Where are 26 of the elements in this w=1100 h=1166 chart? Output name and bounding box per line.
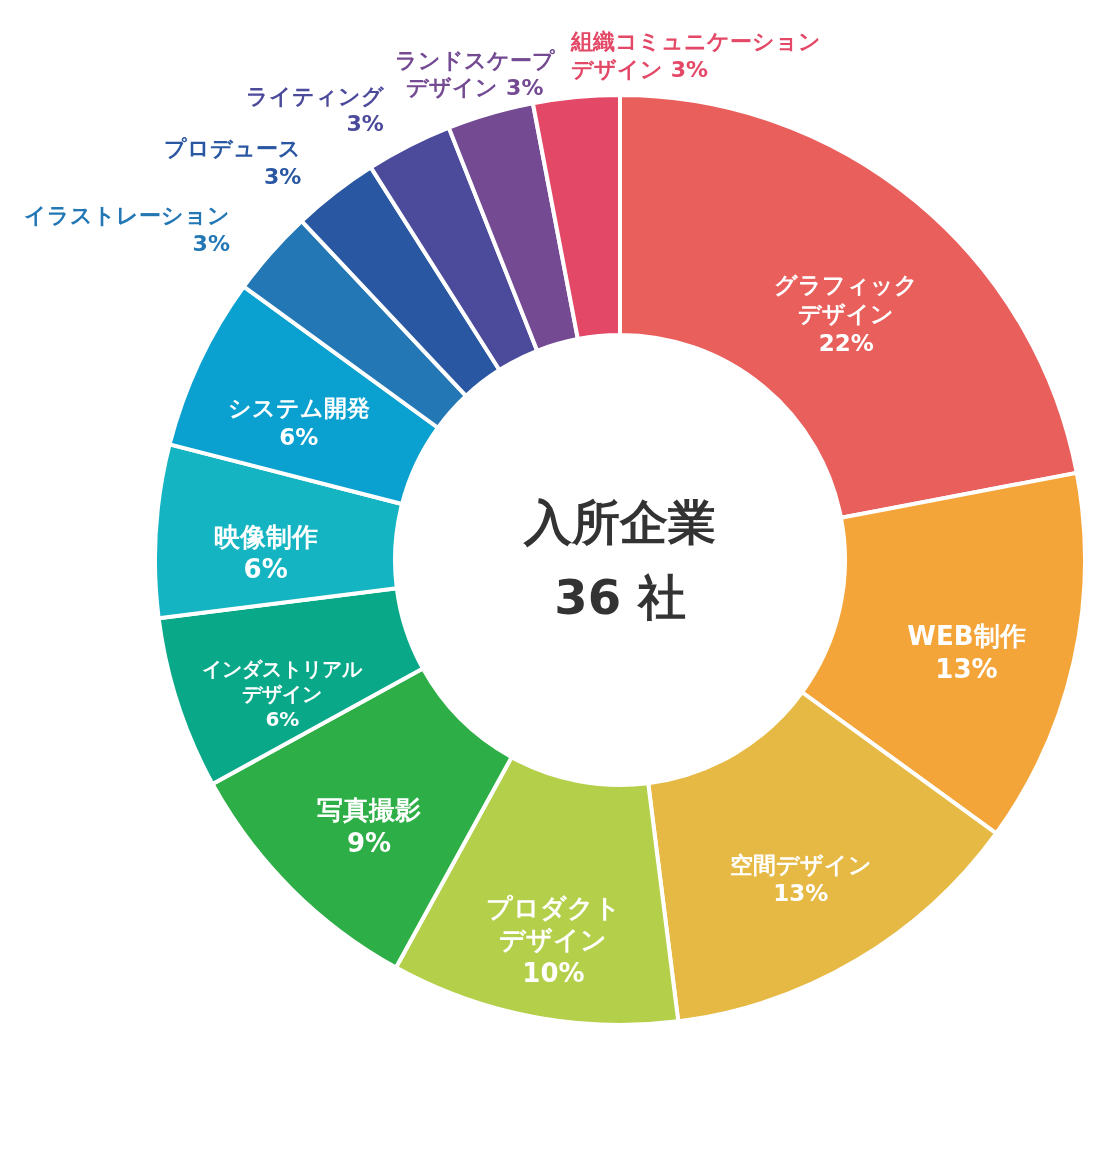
text: 36 社 xyxy=(554,569,686,625)
data-label: 3% xyxy=(346,111,384,137)
slice-label: インダストリアルデザイン xyxy=(202,656,364,706)
data-label: 22% xyxy=(818,329,874,356)
slice-label: ライティング xyxy=(245,83,384,109)
slice-label: ランドスケープデザイン 3% xyxy=(394,47,555,101)
data-label: 6% xyxy=(265,706,300,731)
slice-label: WEB制作 xyxy=(907,621,1026,652)
text: 入所企業 xyxy=(523,494,716,550)
slice-label: プロダクトデザイン xyxy=(485,892,621,956)
slice-label: システム開発 xyxy=(227,394,370,421)
data-label: 10% xyxy=(522,957,585,988)
slice-label: グラフィックデザイン xyxy=(774,272,919,328)
slice-label: 写真撮影 xyxy=(316,795,421,826)
data-label: 13% xyxy=(935,653,998,684)
slice-label: イラストレーション xyxy=(23,203,230,229)
slice-label: 空間デザイン xyxy=(729,851,872,878)
data-label: 3% xyxy=(263,163,302,189)
slice-label: プロデュース xyxy=(164,136,302,162)
slice-label: 映像制作 xyxy=(213,521,318,552)
data-label: 6% xyxy=(243,554,288,585)
slice-label: 組織コミュニケーションデザイン 3% xyxy=(570,29,822,82)
data-label: 3% xyxy=(192,230,230,256)
data-label: 9% xyxy=(346,827,392,858)
data-label: 6% xyxy=(279,423,319,450)
data-label: 13% xyxy=(773,880,829,907)
